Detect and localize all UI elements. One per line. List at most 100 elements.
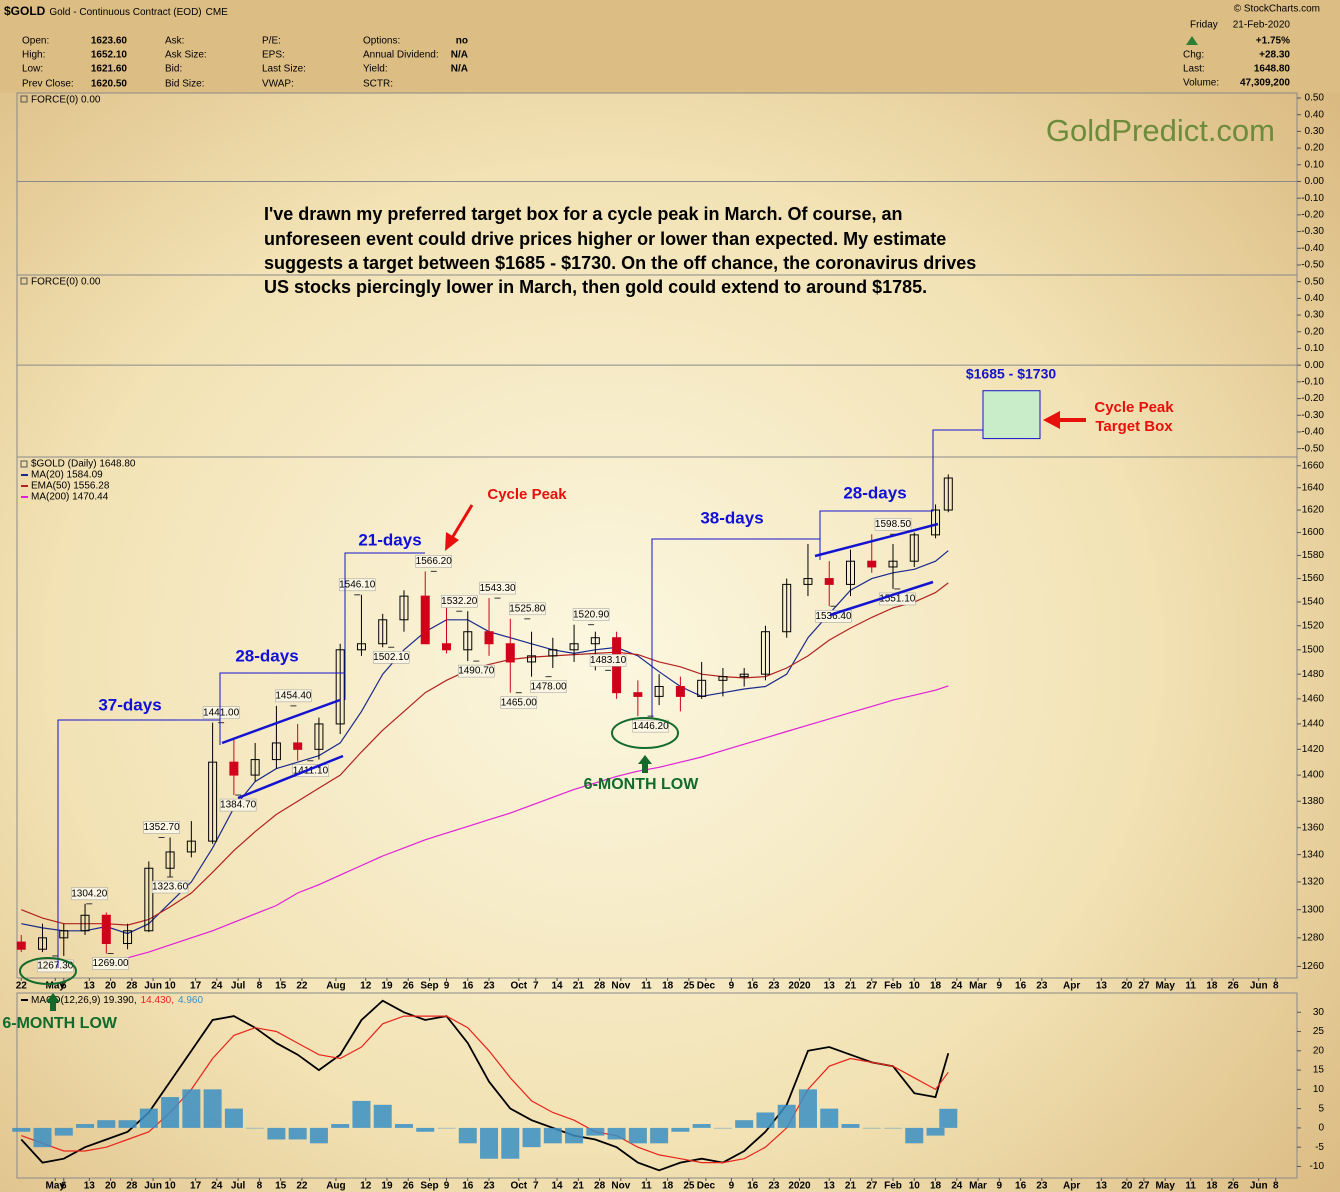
x-tick-label: 7 [533, 1181, 539, 1192]
field-label: Ask: [165, 36, 184, 47]
histogram-bar [713, 1127, 732, 1129]
cycle-bracket [344, 552, 425, 673]
cycle-label: 28-days [843, 483, 906, 502]
annotation-label: 1323.60 [152, 882, 189, 893]
channel-line [221, 698, 341, 745]
x-tick-label: 16 [1015, 1181, 1027, 1192]
y-tick-label: 0.20 [1305, 326, 1325, 337]
change-pct: +1.75% [1256, 36, 1290, 47]
stat-value: +28.30 [1259, 50, 1290, 61]
low-circle [19, 957, 77, 985]
arrow-up [46, 993, 60, 1011]
stat-label: Chg: [1183, 50, 1204, 61]
x-tick-label: 16 [462, 1181, 474, 1192]
x-tick-label: 24 [211, 981, 223, 992]
annotation-label: 1536.40 [815, 611, 852, 622]
x-tick-label: Jun [1250, 981, 1268, 992]
x-tick-label: 15 [275, 981, 287, 992]
histogram-bar [607, 1127, 626, 1140]
annotation-box [219, 798, 257, 812]
x-tick-label: Feb [884, 1181, 902, 1192]
y-tick-label: -0.40 [1301, 243, 1324, 254]
field-label: Options: [363, 36, 400, 47]
panel-frame [16, 456, 1298, 979]
y-tick-label: -0.30 [1301, 226, 1324, 237]
y-tick-label: 25 [1313, 1026, 1325, 1037]
histogram-bar [203, 1089, 222, 1128]
annotation-label: 1411.10 [293, 765, 329, 776]
x-tick-label: 17 [190, 981, 202, 992]
note-line: I've drawn my preferred target box for a… [264, 204, 903, 224]
field-label: VWAP: [262, 79, 294, 90]
arrow-head [445, 532, 459, 551]
x-tick-label: 26 [1228, 981, 1240, 992]
candle-body [165, 851, 175, 869]
x-tick-label: 13 [824, 981, 836, 992]
x-tick-label: 8 [1273, 1181, 1279, 1192]
cycle-bracket [819, 429, 983, 545]
y-tick-label: 1480 [1302, 669, 1325, 680]
histogram-bar [54, 1127, 73, 1136]
candle-body [845, 560, 855, 585]
candle-body [803, 578, 813, 585]
candle-body [633, 692, 643, 697]
cycle-label: 28-days [235, 646, 298, 665]
field-label: EPS: [262, 50, 285, 61]
cycle-bracket [219, 672, 346, 720]
y-tick-label: 1620 [1302, 505, 1325, 516]
x-tick-label: Feb [884, 981, 902, 992]
x-tick-label: 2020 [788, 1181, 811, 1192]
x-tick-label: May [46, 1181, 66, 1192]
x-tick-label: 27 [1138, 981, 1150, 992]
field-value: 1621.60 [91, 64, 128, 75]
cycle-label: 21-days [358, 530, 421, 549]
x-tick-label: Mar [969, 981, 987, 992]
panel-frame [16, 992, 1298, 1179]
histogram-bar [331, 1124, 350, 1128]
x-tick-label: 9 [997, 1181, 1003, 1192]
up-triangle [1186, 36, 1198, 45]
candle-body [909, 534, 919, 562]
x-tick-label: Nov [611, 1181, 630, 1192]
date: 21-Feb-2020 [1233, 20, 1291, 31]
y-tick-label: -0.50 [1301, 443, 1324, 454]
field-value: 1652.10 [91, 50, 128, 61]
field-label: Ask Size: [165, 50, 207, 61]
x-tick-label: 11 [641, 981, 652, 992]
candle-body [484, 631, 494, 645]
note-line: suggests a target between $1685 - $1730.… [264, 253, 976, 273]
histogram-bar [586, 1127, 605, 1136]
x-tick-label: Dec [697, 981, 716, 992]
y-tick-label: 1540 [1302, 597, 1325, 608]
x-tick-label: 22 [296, 981, 308, 992]
x-tick-label: 17 [190, 1181, 202, 1192]
y-tick-label: 5 [1318, 1103, 1324, 1114]
x-tick-label: 19 [381, 981, 393, 992]
annotation-box [151, 880, 189, 894]
candle-body [59, 930, 69, 939]
header-symbol: $GOLD [4, 4, 46, 18]
annotation-label: 1490.70 [458, 666, 495, 677]
candle-body [505, 643, 515, 663]
title-icon [20, 95, 28, 103]
annotation-label: 1598.50 [875, 519, 912, 530]
arrow-up [638, 755, 652, 773]
y-tick-label: 1420 [1302, 744, 1325, 755]
x-tick-label: 28 [126, 1181, 138, 1192]
x-tick-label: Dec [697, 1181, 716, 1192]
annotation-box [815, 610, 852, 623]
candle-body [888, 560, 898, 568]
x-tick-label: 24 [951, 1181, 963, 1192]
header-background [0, 0, 1340, 93]
annotation-box [372, 651, 410, 664]
candle-body [314, 723, 324, 750]
y-tick-label: 1660 [1302, 460, 1325, 471]
candle-body [943, 477, 953, 511]
histogram-bar [884, 1127, 903, 1129]
annotation-label: 1543.30 [479, 583, 516, 594]
y-tick-label: 0.50 [1305, 276, 1325, 287]
x-tick-label: Aug [326, 1181, 345, 1192]
candle-body [931, 509, 941, 536]
stat-label: Volume: [1183, 78, 1219, 89]
